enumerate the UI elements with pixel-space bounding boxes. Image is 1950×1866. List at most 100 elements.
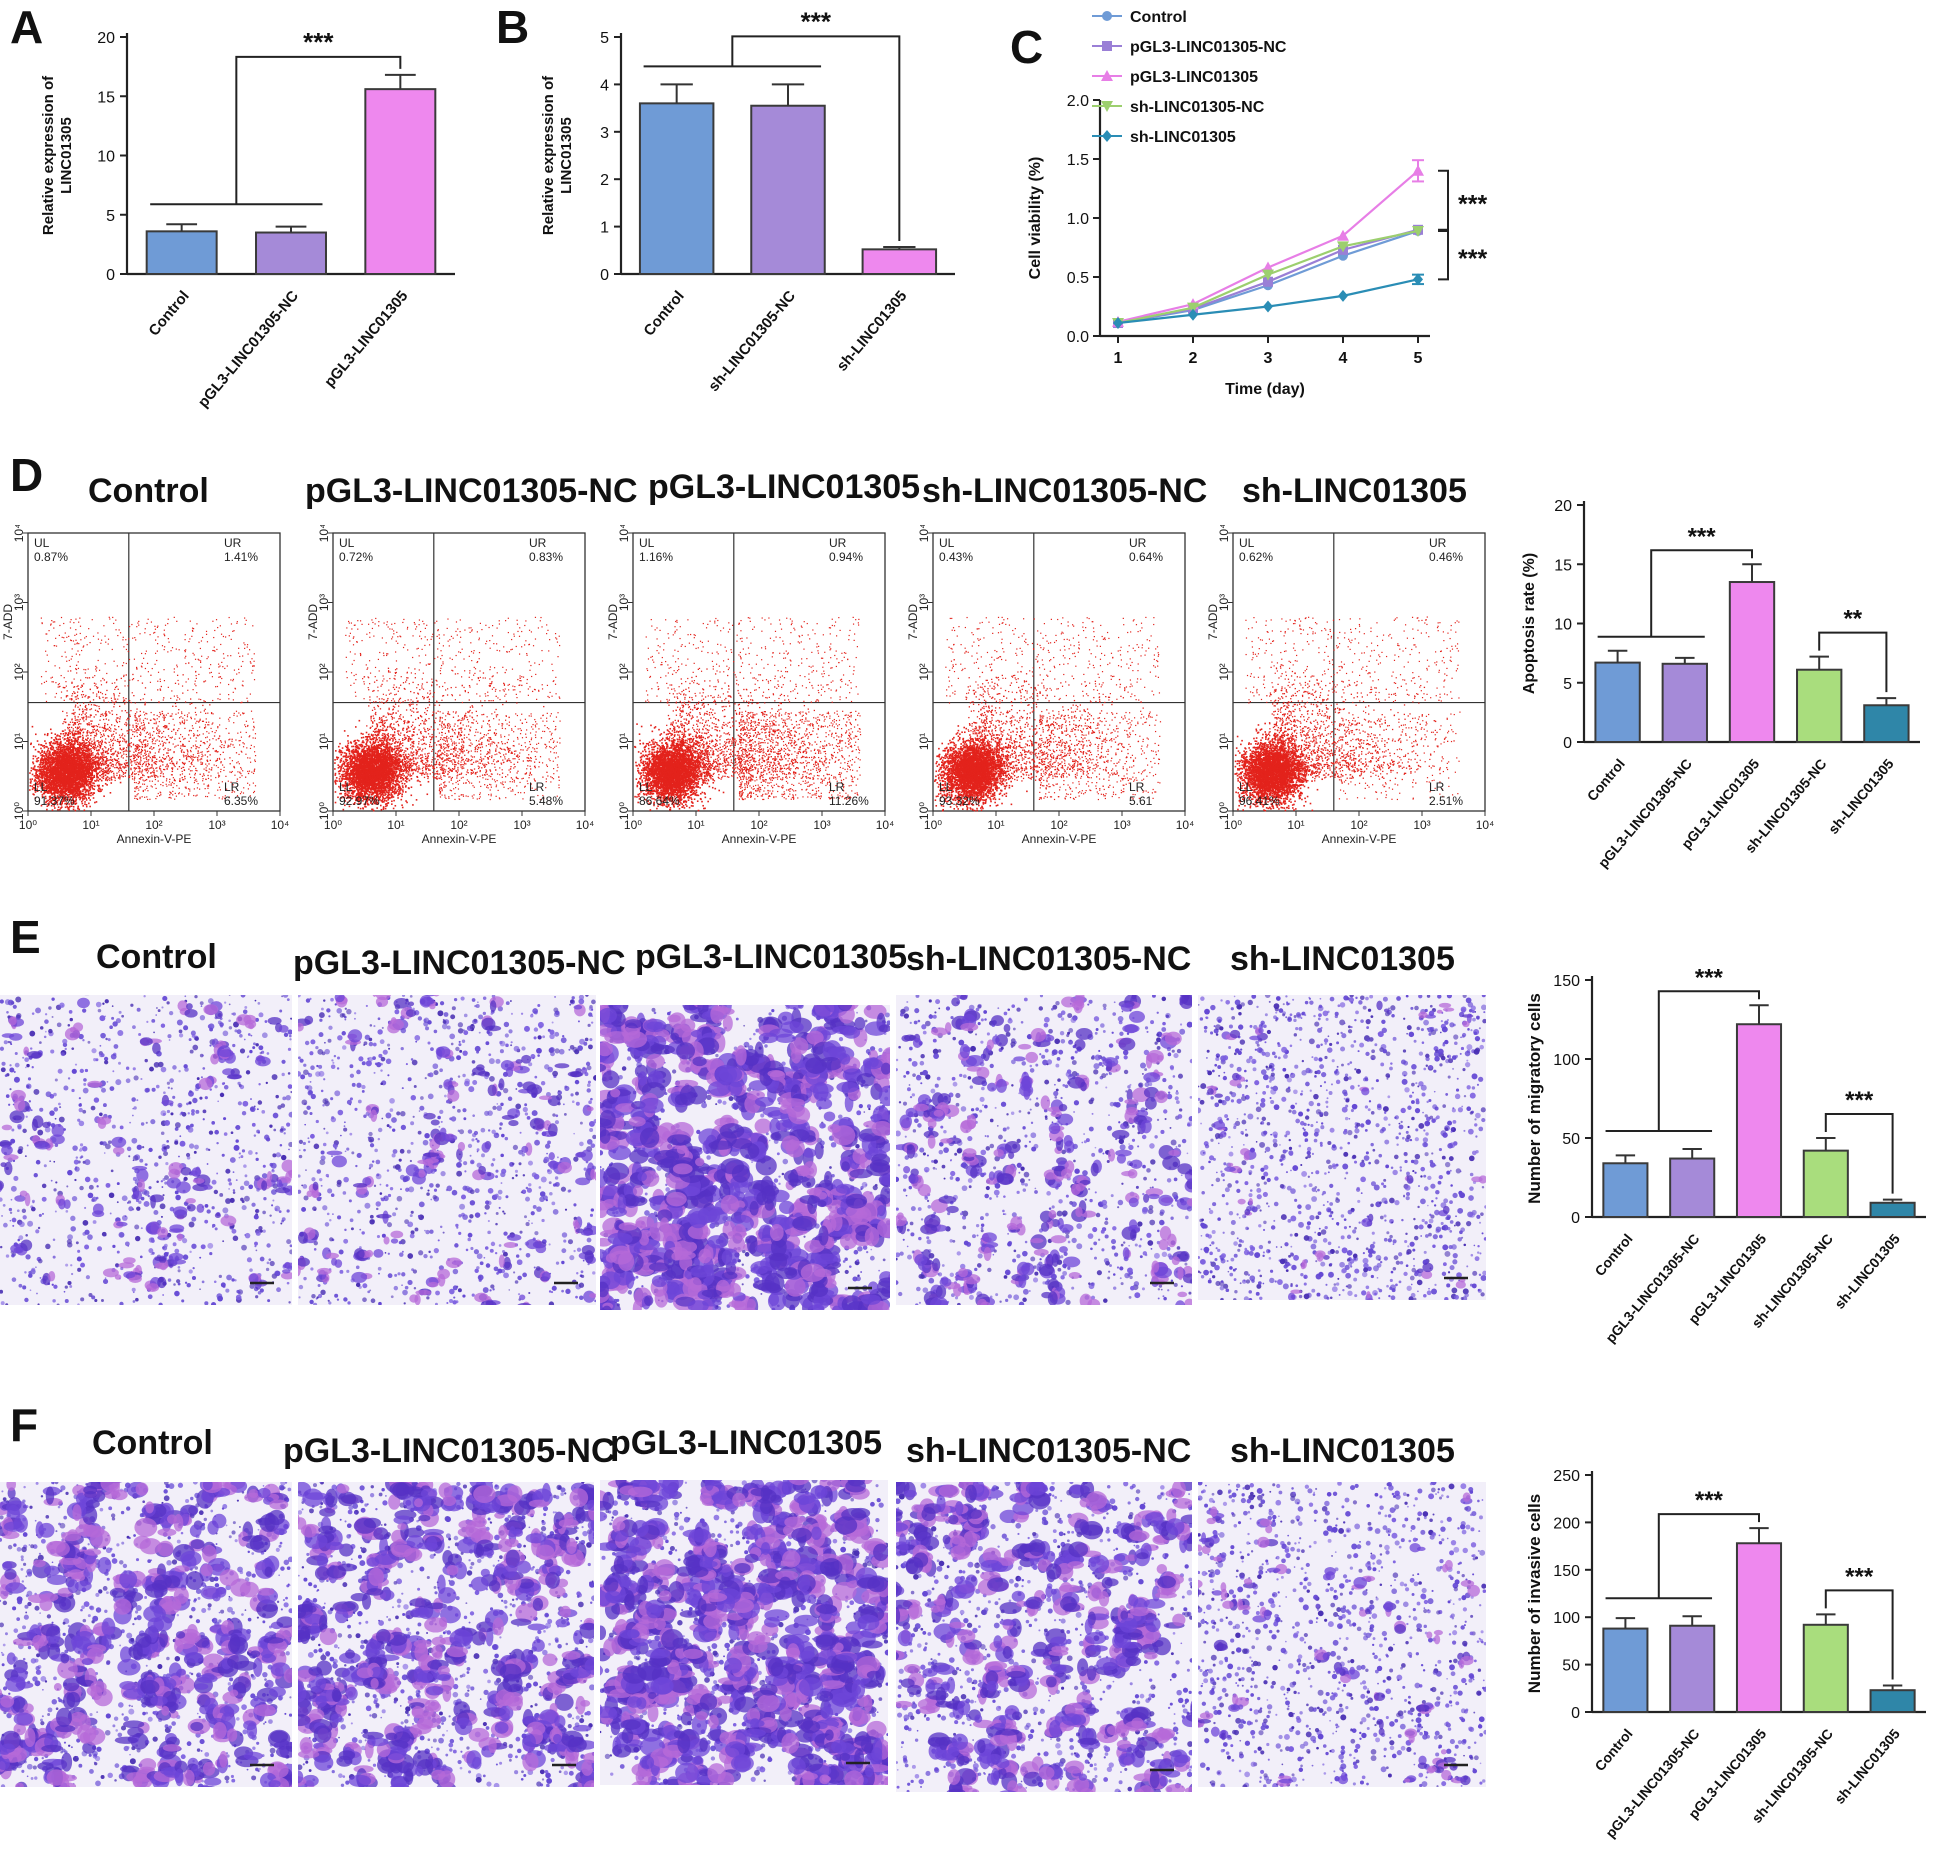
y-axis-label: Number of invasive cells <box>1525 1494 1544 1693</box>
y-tick-label: 10¹ <box>1217 733 1231 750</box>
data-point <box>1113 317 1123 330</box>
y-axis-label: Cell viability (%) <box>1027 157 1044 280</box>
y-tick-label: 20 <box>97 30 115 47</box>
x-tick-label: 10¹ <box>82 818 99 832</box>
stained-cells <box>896 1482 1192 1792</box>
quadrant-label: UL <box>34 536 50 550</box>
data-point <box>1102 11 1112 21</box>
flow-title-sh: sh-LINC01305 <box>1242 472 1467 511</box>
quadrant-value: 93.32% <box>939 794 980 808</box>
y-tick-label: 0 <box>1571 1210 1580 1227</box>
legend-label: Control <box>1130 9 1187 26</box>
x-tick-label: 10² <box>145 818 162 832</box>
significance-label: *** <box>801 6 832 36</box>
y-tick-label: 10¹ <box>12 733 26 750</box>
quadrant-label: UR <box>829 536 847 550</box>
legend-label: pGL3-LINC01305 <box>1130 69 1258 86</box>
y-tick-label: 10⁴ <box>617 525 631 542</box>
x-tick-label: 10¹ <box>687 818 704 832</box>
significance-label: *** <box>1458 245 1487 273</box>
flow-events <box>934 616 1162 812</box>
y-tick-label: 3 <box>600 125 609 142</box>
data-point <box>1102 41 1112 51</box>
x-axis-label: Time (day) <box>1225 381 1305 398</box>
x-tick-label: 10⁰ <box>924 818 942 832</box>
flow-events <box>634 616 862 812</box>
bar <box>255 231 327 275</box>
y-tick-label: 250 <box>1553 1468 1580 1485</box>
invasion-image-sh-nc <box>896 1482 1192 1792</box>
migration-image-pgl3-nc <box>298 995 596 1305</box>
y-tick-label: 15 <box>97 89 115 106</box>
bar <box>638 102 715 275</box>
quadrant-label: UR <box>224 536 242 550</box>
y-tick-label: 5 <box>106 208 115 225</box>
x-tick-label: 10⁴ <box>876 818 895 832</box>
quadrant-value: 2.51% <box>1429 794 1463 808</box>
category-label: Control <box>1584 756 1628 804</box>
significance-bracket <box>1650 549 1753 637</box>
y-tick-label: 4 <box>600 77 609 94</box>
significance-label: *** <box>1688 523 1717 550</box>
category-label: sh-LINC01305 <box>1831 1230 1903 1311</box>
y-tick-label: 20 <box>1554 498 1572 515</box>
invasion-image-sh <box>1198 1482 1486 1787</box>
y-tick-label: 10 <box>97 149 115 166</box>
stained-cells <box>1198 995 1486 1300</box>
bar <box>1594 661 1641 743</box>
x-tick-label: 3 <box>1264 350 1273 367</box>
significance-bracket <box>235 55 402 205</box>
quadrant-value: 96.41% <box>1239 794 1280 808</box>
y-axis-label: Relative expression ofLINC01305 <box>540 75 575 235</box>
y-tick-label: 50 <box>1562 1658 1580 1675</box>
bar <box>145 230 218 275</box>
y-axis-label: 7-ADD <box>906 604 920 640</box>
x-tick-label: 10⁴ <box>1176 818 1195 832</box>
y-tick-label: 10⁰ <box>12 802 26 820</box>
y-tick-label: 5 <box>600 30 609 47</box>
data-point <box>1412 164 1424 176</box>
migration-title-sh: sh-LINC01305 <box>1230 940 1455 979</box>
y-tick-label: 10⁰ <box>617 802 631 820</box>
flow-events <box>1234 616 1461 812</box>
y-axis-label: Apoptosis rate (%) <box>1521 553 1538 694</box>
x-axis-label: Annexin-V-PE <box>117 832 192 846</box>
y-tick-label: 10 <box>1554 617 1572 634</box>
flow-title-control: Control <box>88 472 209 511</box>
flow-events <box>29 616 257 812</box>
x-tick-label: 10² <box>1050 818 1067 832</box>
significance-bracket <box>731 35 901 241</box>
y-tick-label: 15 <box>1554 557 1572 574</box>
stained-cells <box>1198 1482 1486 1787</box>
y-tick-label: 10² <box>12 663 26 680</box>
x-tick-label: 10⁰ <box>1224 818 1242 832</box>
y-tick-label: 2.0 <box>1067 93 1089 110</box>
y-tick-label: 0 <box>1571 1705 1580 1722</box>
invasion-title-control: Control <box>92 1424 213 1463</box>
category-label: sh-LINC01305 <box>1825 755 1897 836</box>
flow-title-pgl3-nc: pGL3-LINC01305-NC <box>305 472 638 511</box>
x-tick-label: 10³ <box>513 818 530 832</box>
invasion-title-pgl3-nc: pGL3-LINC01305-NC <box>283 1432 616 1471</box>
y-tick-label: 1.5 <box>1067 152 1089 169</box>
y-tick-label: 10⁴ <box>12 525 26 542</box>
significance-bracket <box>1818 631 1888 693</box>
data-point <box>1187 302 1199 314</box>
flow-title-sh-nc: sh-LINC01305-NC <box>922 472 1207 511</box>
data-point <box>1101 101 1113 112</box>
stained-cells <box>0 995 292 1305</box>
quadrant-label: UL <box>1239 536 1255 550</box>
panel-letter-b: B <box>496 0 529 54</box>
category-label: Control <box>1591 1726 1635 1774</box>
x-tick-label: 10³ <box>1413 818 1430 832</box>
chart-a: 0 5 10 15 20 Relative expression ofLINC01305 C… <box>40 27 455 411</box>
quadrant-label: UR <box>529 536 547 550</box>
x-tick-label: 4 <box>1339 350 1348 367</box>
y-tick-label: 0 <box>600 267 609 284</box>
migration-title-control: Control <box>96 938 217 977</box>
x-axis-label: Annexin-V-PE <box>422 832 497 846</box>
